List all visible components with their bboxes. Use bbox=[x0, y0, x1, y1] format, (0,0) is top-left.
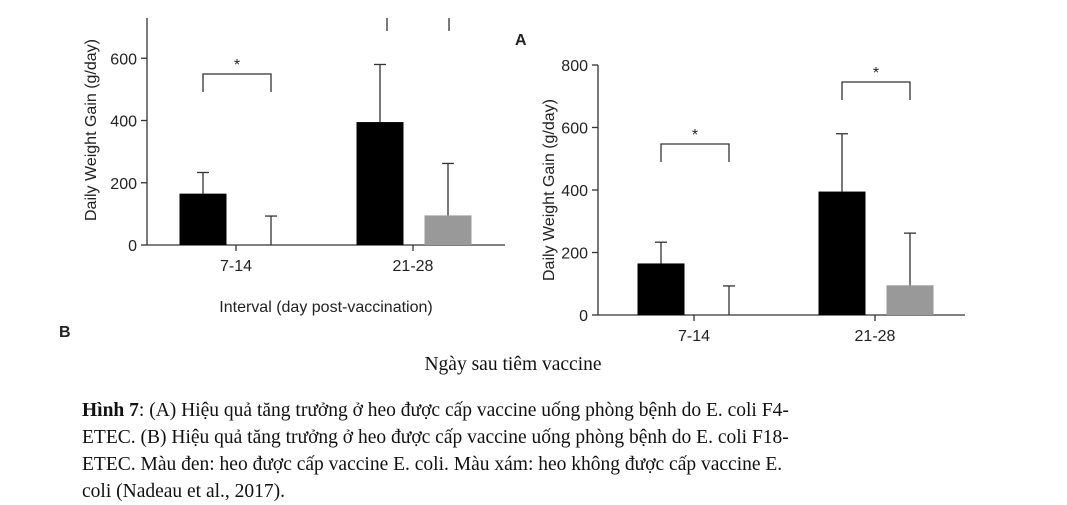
error-bar bbox=[374, 63, 386, 123]
panel-label: B bbox=[59, 324, 71, 341]
caption-label: Hình 7 bbox=[82, 400, 139, 421]
y-tick-label: 600 bbox=[110, 51, 137, 68]
error-bar bbox=[655, 241, 667, 264]
error-bar bbox=[723, 285, 735, 315]
bar bbox=[179, 193, 227, 245]
y-tick-label: 400 bbox=[561, 183, 588, 200]
error-bar bbox=[265, 215, 277, 245]
chart: 0 200 400 600 7-14 21-28 * Daily Weight Gain (g… bbox=[83, 18, 505, 316]
y-tick-label: 400 bbox=[110, 114, 137, 131]
bar bbox=[886, 285, 934, 315]
bar bbox=[356, 122, 404, 245]
panel-label: A bbox=[515, 32, 527, 49]
cropped-marks bbox=[386, 18, 450, 31]
significance-label: * bbox=[692, 127, 698, 144]
error-bar bbox=[197, 171, 209, 194]
error-bar bbox=[442, 162, 454, 216]
significance-bracket bbox=[841, 81, 911, 100]
x-tick-label: 21-28 bbox=[393, 258, 434, 275]
error-bar bbox=[836, 133, 848, 192]
y-axis-label: Daily Weight Gain (g/day) bbox=[83, 39, 100, 221]
error-bar bbox=[904, 232, 916, 286]
bar bbox=[424, 215, 472, 245]
y-axis-label: Daily Weight Gain (g/day) bbox=[541, 99, 558, 281]
caption-text: : (A) Hiệu quả tăng trưởng ở heo được cấ… bbox=[139, 400, 789, 421]
significance-label: * bbox=[234, 57, 240, 74]
caption-line: ETEC. Màu đen: heo được cấp vaccine E. c… bbox=[82, 454, 782, 475]
y-tick-label: 0 bbox=[128, 238, 137, 255]
x-tick-label: 7-14 bbox=[678, 328, 710, 345]
chart: 0 200 400 600 800 7-14 21-28 * * Daily Weight Gai… bbox=[541, 58, 965, 345]
y-tick-label: 0 bbox=[579, 308, 588, 325]
caption-line: ETEC. (B) Hiệu quả tăng trưởng ở heo đượ… bbox=[82, 427, 789, 448]
bar bbox=[818, 191, 866, 315]
x-tick-label: 7-14 bbox=[220, 258, 252, 275]
figure-x-label: Ngày sau tiêm vaccine bbox=[424, 354, 601, 375]
significance-label: * bbox=[873, 65, 879, 82]
y-tick-label: 800 bbox=[561, 58, 588, 75]
y-tick-label: 600 bbox=[561, 121, 588, 138]
x-axis-label: Interval (day post-vaccination) bbox=[219, 299, 432, 316]
caption-line: Hình 7: (A) Hiệu quả tăng trưởng ở heo đ… bbox=[82, 400, 789, 421]
y-tick-label: 200 bbox=[561, 246, 588, 263]
x-tick-label: 21-28 bbox=[855, 328, 896, 345]
y-tick-label: 200 bbox=[110, 176, 137, 193]
caption-line: coli (Nadeau et al., 2017). bbox=[82, 481, 285, 502]
significance-bracket bbox=[660, 143, 730, 162]
bar bbox=[637, 263, 685, 315]
significance-bracket bbox=[202, 73, 272, 92]
